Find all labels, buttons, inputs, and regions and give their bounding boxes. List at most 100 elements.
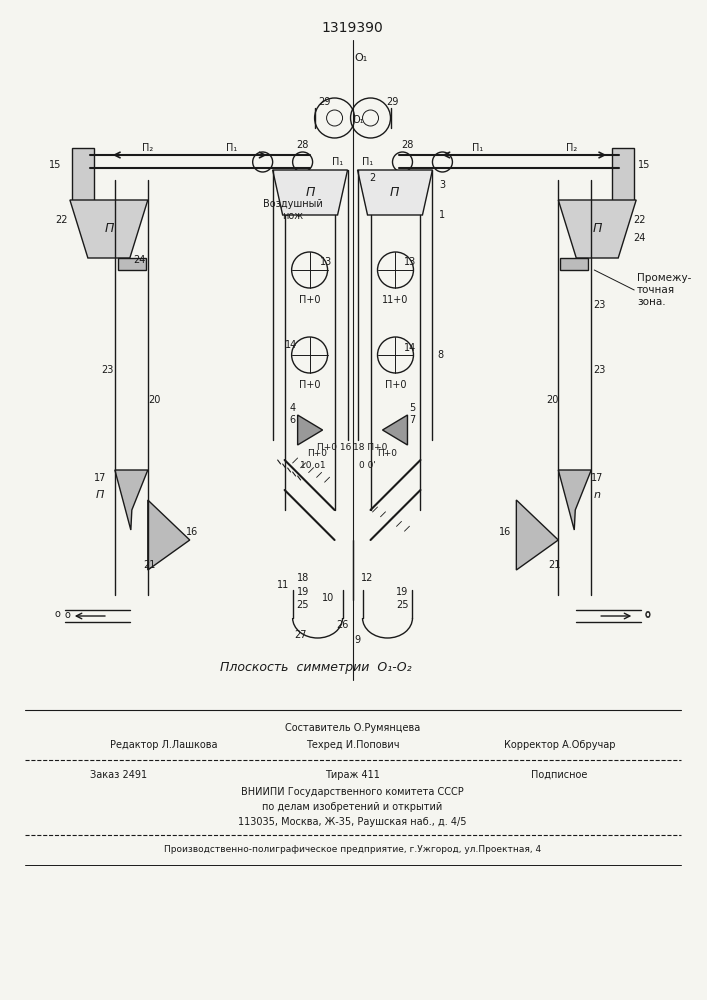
Polygon shape (273, 170, 348, 215)
Text: 12: 12 (361, 573, 374, 583)
Polygon shape (559, 470, 591, 530)
Polygon shape (70, 200, 148, 258)
Text: 27: 27 (294, 630, 307, 640)
Text: П₁: П₁ (332, 157, 343, 167)
Text: 24: 24 (134, 255, 146, 265)
Text: 113035, Москва, Ж-35, Раушская наб., д. 4/5: 113035, Москва, Ж-35, Раушская наб., д. … (238, 817, 467, 827)
Text: 6: 6 (290, 415, 296, 425)
Text: 11+0: 11+0 (382, 295, 409, 305)
Text: Техред И.Попович: Техред И.Попович (306, 740, 399, 750)
Bar (72, 148, 94, 203)
Text: 11: 11 (276, 580, 288, 590)
Text: Промежу-
точная
зона.: Промежу- точная зона. (637, 273, 691, 307)
Text: П+0: П+0 (385, 380, 407, 390)
Text: o: o (55, 609, 61, 619)
Text: 3: 3 (439, 180, 445, 190)
Text: 10: 10 (322, 593, 334, 603)
Polygon shape (298, 415, 322, 445)
Text: 13: 13 (404, 257, 416, 267)
Text: 28: 28 (296, 140, 309, 150)
Text: 17: 17 (94, 473, 106, 483)
Text: 14: 14 (404, 343, 416, 353)
Text: 16: 16 (186, 527, 198, 537)
Text: Заказ 2491: Заказ 2491 (90, 770, 147, 780)
Text: n: n (594, 490, 601, 500)
Text: 2: 2 (369, 173, 375, 183)
Text: 16: 16 (499, 527, 511, 537)
Text: П+0: П+0 (299, 380, 320, 390)
Text: Производственно-полиграфическое предприятие, г.Ужгород, ул.Проектная, 4: Производственно-полиграфическое предприя… (164, 846, 541, 854)
Text: 17: 17 (591, 473, 604, 483)
Bar (560, 258, 588, 270)
Text: o: o (644, 610, 650, 620)
Text: П+0: П+0 (378, 448, 397, 458)
Text: П₂: П₂ (142, 143, 153, 153)
Polygon shape (358, 170, 433, 215)
Text: 29: 29 (386, 97, 399, 107)
Text: 1: 1 (439, 210, 445, 220)
Text: П: П (306, 186, 315, 200)
Bar (118, 258, 146, 270)
Text: 15: 15 (49, 160, 61, 170)
Text: Подписное: Подписное (531, 770, 588, 780)
Text: 24: 24 (633, 233, 645, 243)
Text: O₁: O₁ (353, 115, 364, 125)
Text: o: o (644, 609, 650, 619)
Text: П: П (592, 222, 602, 234)
Text: 23: 23 (593, 300, 605, 310)
Text: 19: 19 (296, 587, 309, 597)
Text: П₁: П₁ (472, 143, 483, 153)
Text: 21: 21 (548, 560, 561, 570)
Text: П: П (390, 186, 399, 200)
Text: 4: 4 (290, 403, 296, 413)
Text: 5: 5 (409, 403, 416, 413)
Text: 25: 25 (396, 600, 409, 610)
Text: 13: 13 (320, 257, 332, 267)
Text: 18 П+0: 18 П+0 (354, 444, 387, 452)
Text: 0 0': 0 0' (359, 460, 376, 470)
Text: 19: 19 (397, 587, 409, 597)
Text: 7: 7 (409, 415, 416, 425)
Text: 15: 15 (638, 160, 650, 170)
Text: П₂: П₂ (566, 143, 577, 153)
Polygon shape (115, 470, 148, 530)
Text: O₁: O₁ (354, 53, 367, 63)
Text: 20: 20 (546, 395, 559, 405)
Text: П+0: П+0 (308, 448, 327, 458)
Polygon shape (516, 500, 559, 570)
Polygon shape (382, 415, 407, 445)
Text: 28: 28 (402, 140, 414, 150)
Text: 25: 25 (296, 600, 309, 610)
Text: П: П (104, 222, 114, 234)
Text: 23: 23 (593, 365, 605, 375)
Text: 22: 22 (56, 215, 68, 225)
Text: П+0 16: П+0 16 (317, 444, 352, 452)
Text: 10 o1: 10 o1 (300, 460, 325, 470)
Text: 26: 26 (337, 620, 349, 630)
Text: Корректор А.Обручар: Корректор А.Обручар (503, 740, 615, 750)
Text: ВНИИПИ Государственного комитета СССР: ВНИИПИ Государственного комитета СССР (241, 787, 464, 797)
Text: 18: 18 (296, 573, 309, 583)
Text: 29: 29 (318, 97, 331, 107)
Text: 9: 9 (354, 635, 361, 645)
Text: 1319390: 1319390 (322, 21, 383, 35)
Text: Редактор Л.Лашкова: Редактор Л.Лашкова (110, 740, 217, 750)
Text: 20: 20 (148, 395, 161, 405)
Text: Плоскость  симметрии  O₁-O₂: Плоскость симметрии O₁-O₂ (220, 662, 411, 674)
Text: П+0: П+0 (299, 295, 320, 305)
Text: Воздушный
нож: Воздушный нож (263, 199, 322, 221)
Text: 21: 21 (144, 560, 156, 570)
Text: 22: 22 (633, 215, 645, 225)
Polygon shape (559, 200, 636, 258)
Text: o: o (65, 610, 71, 620)
Polygon shape (148, 500, 189, 570)
Text: 23: 23 (102, 365, 114, 375)
Text: 8: 8 (438, 350, 443, 360)
Text: по делам изобретений и открытий: по делам изобретений и открытий (262, 802, 443, 812)
Text: П₁: П₁ (362, 157, 373, 167)
Text: Тираж 411: Тираж 411 (325, 770, 380, 780)
Text: П: П (95, 490, 104, 500)
Text: П₁: П₁ (226, 143, 238, 153)
Text: Составитель О.Румянцева: Составитель О.Румянцева (285, 723, 420, 733)
Bar (612, 148, 634, 203)
